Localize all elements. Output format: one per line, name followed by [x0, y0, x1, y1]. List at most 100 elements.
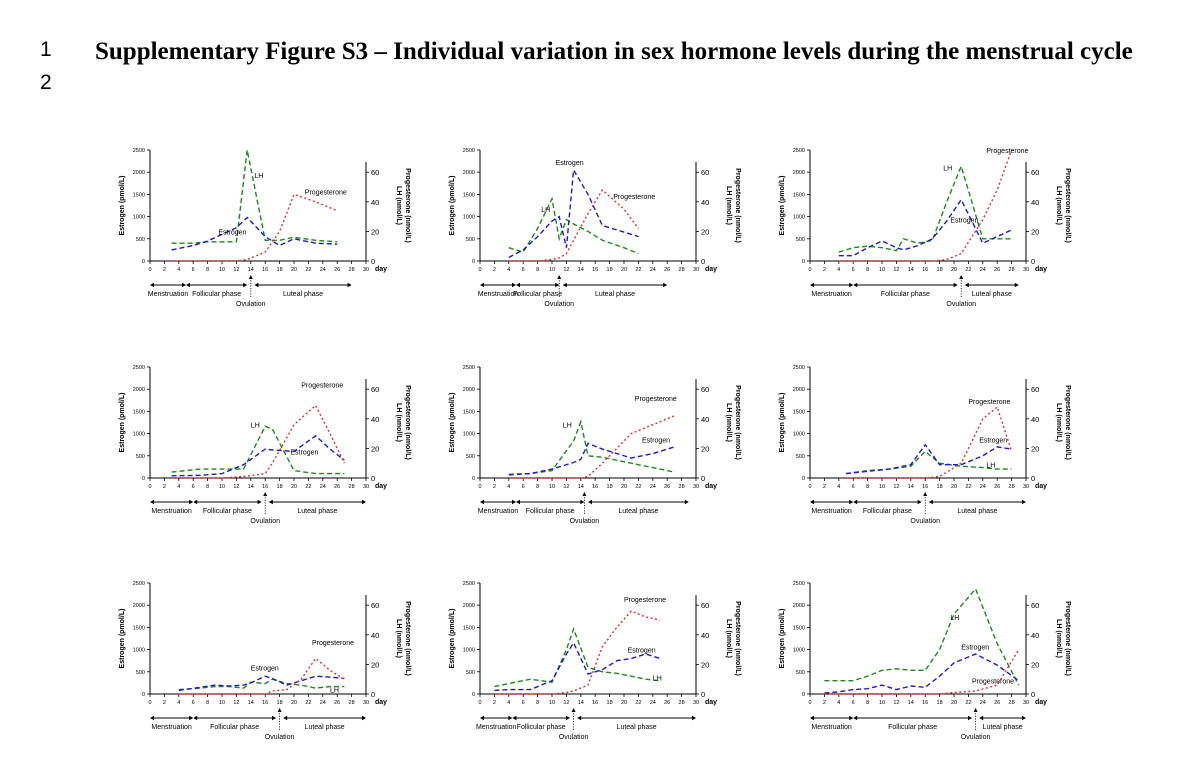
x-tick-label: 16	[592, 267, 598, 273]
phase-label-ovulation: Ovulation	[910, 518, 940, 525]
y-right-axis-title-progesterone: Progesterone (nmol/L)	[734, 601, 741, 676]
x-tick-label: 26	[994, 484, 1000, 490]
y-left-tick-label: 2000	[793, 170, 805, 176]
y-left-tick-label: 500	[136, 670, 145, 676]
x-tick-label: 4	[837, 267, 840, 273]
phase-arrow-right	[849, 499, 854, 505]
phase-arrow-left	[577, 715, 582, 721]
y-left-tick-label: 500	[136, 237, 145, 243]
y-right-axis-title-lh: LH (nmol/L)	[725, 403, 732, 442]
phase-label-ovulation: Ovulation	[946, 301, 976, 308]
series-label-progesterone: Progesterone	[968, 399, 1010, 406]
x-tick-label: 30	[693, 484, 699, 490]
y-right-tick-label: 20	[1031, 660, 1039, 669]
series-label-estrogen: Estrogen	[950, 218, 978, 225]
x-tick-label: 6	[522, 484, 525, 490]
y-right-tick-label: 60	[1031, 601, 1039, 610]
y-left-tick-label: 2500	[793, 581, 805, 587]
x-tick-label: 6	[852, 484, 855, 490]
x-tick-label: 22	[965, 484, 971, 490]
x-tick-label: 8	[866, 484, 869, 490]
y-left-axis-title: Estrogen (pmol/L)	[119, 609, 126, 669]
series-progesterone-line	[494, 610, 661, 695]
x-tick-label: 0	[148, 700, 151, 706]
x-tick-label: 10	[879, 267, 885, 273]
x-tick-label: 20	[291, 484, 297, 490]
series-lh-line	[824, 587, 1020, 686]
phase-arrow-right	[692, 715, 696, 721]
x-tick-label: 8	[866, 700, 869, 706]
y-left-tick-label: 2000	[463, 170, 475, 176]
x-tick-label: 24	[320, 484, 326, 490]
x-tick-label: 4	[507, 700, 510, 706]
y-right-axis-title-lh: LH (nmol/L)	[395, 186, 402, 225]
y-left-tick-label: 2000	[793, 387, 805, 393]
x-tick-label: 16	[922, 484, 928, 490]
x-tick-label: 30	[1023, 267, 1029, 273]
x-unit-label: day	[1035, 483, 1047, 490]
phase-arrow-left	[588, 499, 592, 505]
phase-label: Luteal phase	[957, 508, 997, 515]
phase-arrow-left	[853, 499, 858, 505]
x-unit-label: day	[705, 483, 717, 490]
y-left-tick-label: 2000	[463, 387, 475, 393]
y-left-tick-label: 0	[142, 692, 145, 698]
x-tick-label: 20	[291, 700, 297, 706]
series-lh-line	[171, 425, 345, 475]
phase-label: Luteal phase	[297, 508, 337, 515]
series-estrogen-line	[508, 167, 639, 259]
series-progesterone-line	[508, 415, 675, 479]
x-tick-label: 8	[536, 484, 539, 490]
y-left-tick-label: 500	[466, 454, 475, 460]
x-tick-label: 18	[937, 700, 943, 706]
x-tick-label: 8	[536, 267, 539, 273]
x-tick-label: 14	[908, 700, 914, 706]
phase-label: Menstruation	[476, 724, 517, 731]
series-progesterone-line	[846, 405, 1013, 479]
phase-arrow-left	[268, 499, 273, 505]
x-tick-label: 30	[1023, 484, 1029, 490]
phase-label: Menstruation	[811, 508, 852, 515]
x-unit-label: day	[375, 266, 387, 273]
x-tick-label: 12	[563, 267, 569, 273]
x-tick-label: 26	[664, 700, 670, 706]
y-right-tick-label: 20	[701, 444, 709, 453]
phase-arrow-left	[193, 499, 198, 505]
y-left-tick-label: 0	[142, 476, 145, 482]
y-right-tick-label: 40	[371, 198, 379, 207]
y-right-axis-title-lh: LH (nmol/L)	[1055, 619, 1062, 658]
series-label-progesterone: Progesterone	[312, 640, 354, 647]
x-tick-label: 0	[478, 700, 481, 706]
y-right-axis-title-lh: LH (nmol/L)	[1055, 186, 1062, 225]
line-number-1: 1	[40, 38, 52, 61]
phase-label-ovulation: Ovulation	[559, 734, 589, 741]
phase-label: Menstruation	[478, 508, 519, 515]
phase-arrow-left	[928, 499, 933, 505]
x-tick-label: 4	[177, 267, 180, 273]
y-right-tick-label: 60	[371, 601, 379, 610]
x-tick-label: 30	[693, 700, 699, 706]
y-left-tick-label: 500	[796, 237, 805, 243]
phase-label-ovulation: Ovulation	[570, 518, 600, 525]
phase-arrow-right	[566, 715, 570, 721]
x-tick-label: 4	[507, 267, 510, 273]
x-tick-label: 22	[965, 700, 971, 706]
phase-arrow-right	[243, 282, 248, 288]
series-estrogen-line	[824, 653, 1020, 694]
series-estrogen-line	[171, 434, 345, 477]
phase-arrow-left	[150, 499, 154, 505]
x-tick-label: 24	[320, 267, 326, 273]
y-left-tick-label: 0	[472, 692, 475, 698]
phase-label-ovulation: Ovulation	[961, 734, 991, 741]
y-right-tick-label: 60	[701, 168, 709, 177]
ovulation-arrowhead	[277, 708, 282, 712]
series-label-lh: LH	[943, 166, 952, 173]
x-tick-label: 16	[262, 484, 268, 490]
phase-label: Menstruation	[151, 508, 192, 515]
x-tick-label: 18	[937, 267, 943, 273]
x-tick-label: 26	[664, 267, 670, 273]
x-tick-label: 16	[922, 700, 928, 706]
series-label-estrogen: Estrogen	[628, 648, 656, 655]
y-left-tick-label: 2500	[463, 148, 475, 154]
